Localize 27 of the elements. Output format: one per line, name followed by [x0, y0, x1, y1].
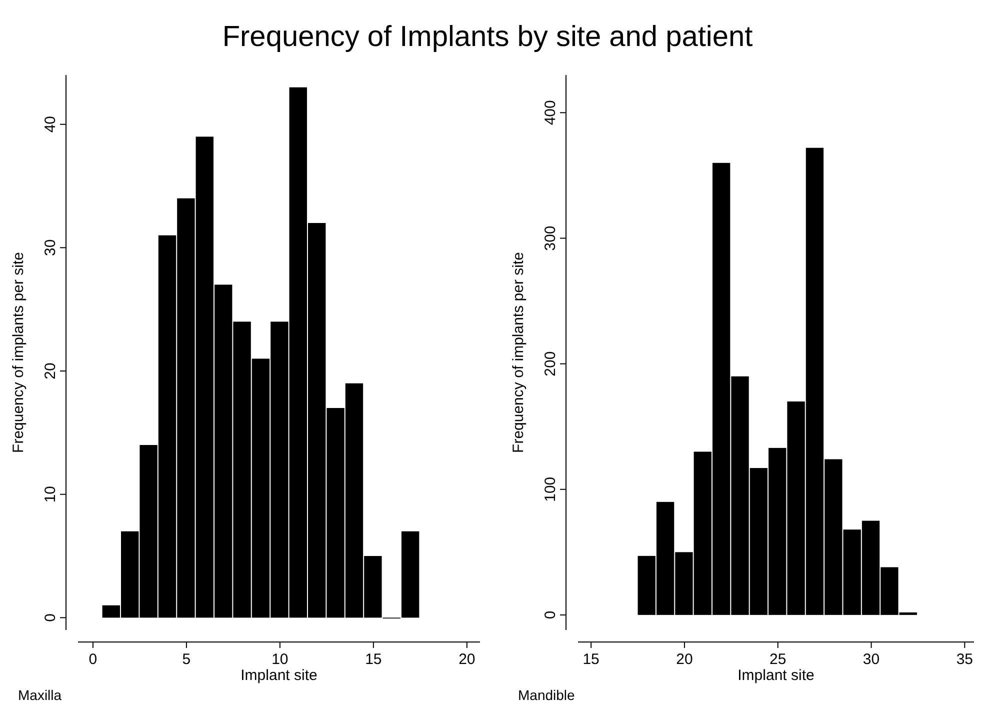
- x-tick-label: 20: [458, 651, 476, 668]
- y-tick-label: 400: [542, 100, 559, 126]
- x-tick-label: 20: [676, 651, 693, 668]
- text: Maxilla: [18, 687, 62, 703]
- y-tick-label: 40: [42, 116, 59, 133]
- x-tick-label: 25: [770, 651, 786, 668]
- y-axis-title: Frequency of implants per site: [10, 252, 27, 453]
- y-tick-label: 0: [42, 613, 59, 622]
- y-tick-label: 10: [42, 486, 59, 503]
- y-tick-label: 300: [542, 226, 559, 251]
- x-tick-label: 15: [365, 651, 382, 668]
- x-tick-label: 35: [956, 651, 974, 668]
- y-tick-label: 20: [42, 362, 59, 380]
- chart-title: Frequency of Implants by site and patient: [222, 21, 753, 53]
- x-tick-label: 30: [862, 651, 880, 668]
- x-axis-title: Implant site: [240, 667, 318, 684]
- y-tick-label: 0: [542, 610, 559, 620]
- text: Mandible: [518, 687, 576, 703]
- x-tick-label: 0: [88, 651, 98, 668]
- y-tick-label: 30: [42, 239, 59, 256]
- x-tick-label: 15: [582, 651, 600, 668]
- x-axis-title: Implant site: [738, 667, 814, 684]
- x-tick-label: 5: [182, 651, 191, 668]
- y-tick-label: 100: [542, 476, 559, 502]
- y-axis-title: Frequency of implants per site: [510, 252, 527, 453]
- x-tick-label: 10: [272, 651, 288, 668]
- y-tick-label: 200: [542, 351, 559, 376]
